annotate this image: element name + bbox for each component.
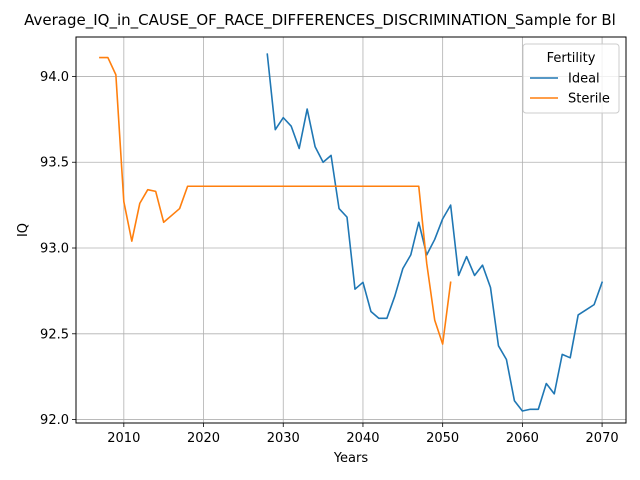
x-tick-label: 2050 xyxy=(426,431,459,446)
legend-title: Fertility xyxy=(547,51,596,66)
x-tick-label: 2060 xyxy=(506,431,539,446)
x-tick-label: 2010 xyxy=(107,431,140,446)
y-tick-label: 94.0 xyxy=(40,70,69,85)
legend: Fertility Ideal Sterile xyxy=(523,44,619,113)
legend-label-sterile: Sterile xyxy=(568,92,610,107)
y-tick-label: 93.5 xyxy=(40,156,69,171)
x-axis-label: Years xyxy=(333,451,369,466)
x-tick-label: 2070 xyxy=(586,431,619,446)
y-axis-label: IQ xyxy=(16,223,31,237)
y-axis-ticks: 92.0 92.5 93.0 93.5 94.0 xyxy=(40,70,76,428)
x-tick-label: 2040 xyxy=(346,431,379,446)
y-tick-label: 92.0 xyxy=(40,413,69,428)
x-tick-label: 2030 xyxy=(267,431,300,446)
chart-title: Average_IQ_in_CAUSE_OF_RACE_DIFFERENCES_… xyxy=(24,11,616,30)
series-line-sterile xyxy=(100,58,451,344)
x-axis-ticks: 2010 2020 2030 2040 2050 2060 2070 xyxy=(107,423,618,446)
legend-label-ideal: Ideal xyxy=(568,72,600,87)
y-tick-label: 93.0 xyxy=(40,242,69,257)
y-tick-label: 92.5 xyxy=(40,327,69,342)
x-tick-label: 2020 xyxy=(187,431,220,446)
